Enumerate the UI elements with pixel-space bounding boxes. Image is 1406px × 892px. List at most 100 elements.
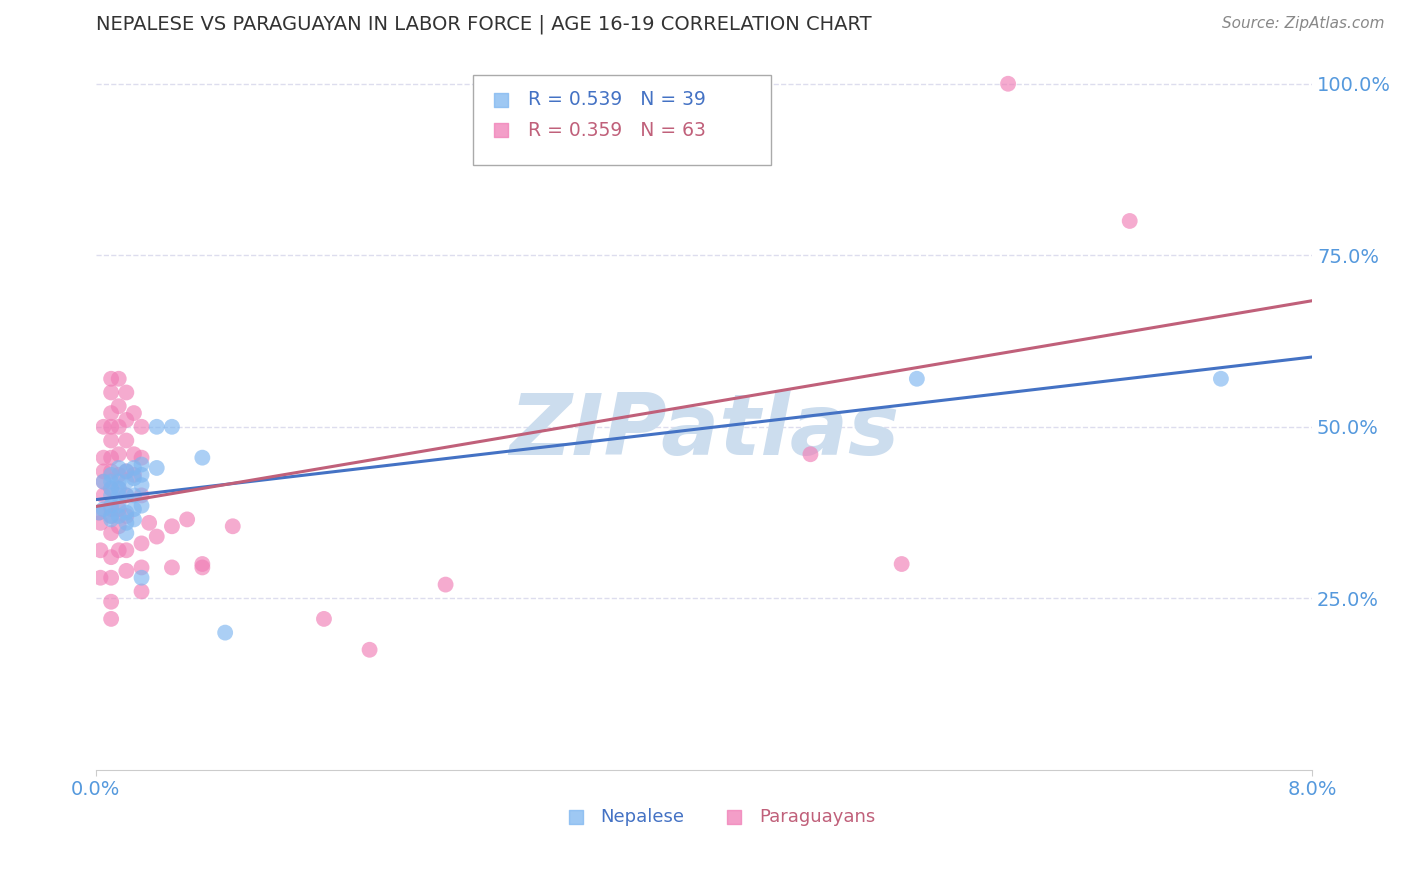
Point — [905, 372, 928, 386]
Point — [131, 450, 153, 465]
Point — [107, 482, 129, 496]
Point — [160, 560, 183, 574]
Point — [107, 502, 129, 516]
Point — [107, 467, 129, 482]
Point — [115, 506, 138, 520]
Point — [131, 488, 153, 502]
Point — [131, 584, 153, 599]
Point — [89, 516, 111, 530]
Point — [1118, 214, 1140, 228]
Point — [799, 447, 821, 461]
Point — [100, 550, 122, 565]
Point — [107, 399, 129, 413]
Point — [115, 526, 138, 541]
Point — [107, 488, 129, 502]
Point — [100, 475, 122, 489]
Point — [93, 488, 115, 502]
Point — [100, 499, 122, 513]
Point — [434, 577, 457, 591]
Point — [89, 543, 111, 558]
Text: Source: ZipAtlas.com: Source: ZipAtlas.com — [1222, 16, 1385, 31]
Point — [115, 508, 138, 523]
Point — [107, 372, 129, 386]
Point — [93, 475, 115, 489]
Point — [100, 526, 122, 541]
Point — [93, 475, 115, 489]
Point — [115, 488, 138, 502]
Point — [131, 458, 153, 472]
Point — [160, 519, 183, 533]
Point — [107, 419, 129, 434]
Point — [107, 475, 129, 489]
Point — [122, 461, 145, 475]
Point — [115, 464, 138, 478]
Point — [115, 488, 138, 502]
Point — [93, 502, 115, 516]
Point — [100, 502, 122, 516]
Point — [100, 419, 122, 434]
Point — [107, 543, 129, 558]
Point — [100, 467, 122, 482]
Point — [997, 77, 1019, 91]
Point — [122, 512, 145, 526]
Point — [100, 450, 122, 465]
Point — [131, 560, 153, 574]
Text: Nepalese: Nepalese — [600, 807, 685, 826]
FancyBboxPatch shape — [472, 75, 770, 165]
Point — [312, 612, 335, 626]
Point — [100, 372, 122, 386]
Point — [100, 508, 122, 523]
Point — [100, 508, 122, 523]
Text: Paraguayans: Paraguayans — [759, 807, 875, 826]
Point — [93, 464, 115, 478]
Point — [122, 502, 145, 516]
Point — [191, 560, 214, 574]
Point — [138, 516, 160, 530]
Point — [100, 488, 122, 502]
Point — [100, 612, 122, 626]
Point — [115, 475, 138, 489]
Point — [131, 571, 153, 585]
Point — [89, 571, 111, 585]
Point — [107, 482, 129, 496]
Point — [100, 464, 122, 478]
Point — [222, 519, 245, 533]
Point — [1209, 372, 1232, 386]
Point — [122, 471, 145, 485]
Point — [115, 516, 138, 530]
Point — [93, 450, 115, 465]
Point — [359, 642, 381, 657]
Point — [131, 536, 153, 550]
Point — [122, 406, 145, 420]
Point — [87, 506, 110, 520]
Point — [145, 461, 167, 475]
Point — [107, 461, 129, 475]
Point — [100, 512, 122, 526]
Point — [115, 464, 138, 478]
Point — [107, 447, 129, 461]
Point — [115, 564, 138, 578]
Point — [890, 557, 912, 571]
Point — [87, 506, 110, 520]
Text: NEPALESE VS PARAGUAYAN IN LABOR FORCE | AGE 16-19 CORRELATION CHART: NEPALESE VS PARAGUAYAN IN LABOR FORCE | … — [96, 15, 872, 35]
Point — [214, 625, 236, 640]
Point — [145, 419, 167, 434]
Point — [100, 571, 122, 585]
Point — [100, 406, 122, 420]
Point — [131, 419, 153, 434]
Point — [115, 413, 138, 427]
Point — [93, 419, 115, 434]
Text: R = 0.539   N = 39: R = 0.539 N = 39 — [527, 90, 706, 110]
Point — [115, 385, 138, 400]
Point — [191, 557, 214, 571]
Point — [191, 450, 214, 465]
Point — [122, 467, 145, 482]
Point — [115, 543, 138, 558]
Point — [100, 482, 122, 496]
Point — [100, 434, 122, 448]
Point — [107, 499, 129, 513]
Point — [145, 530, 167, 544]
Point — [122, 488, 145, 502]
Point — [107, 508, 129, 523]
Text: ZIPatlas: ZIPatlas — [509, 390, 900, 473]
